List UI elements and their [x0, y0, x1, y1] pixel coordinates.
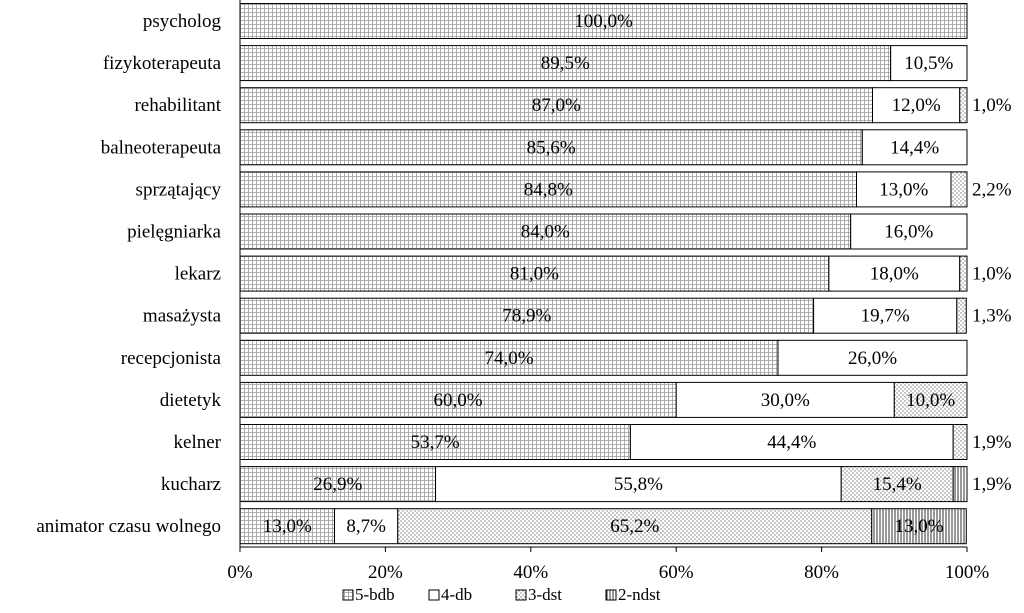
data-label: 53,7% [411, 432, 460, 453]
bars-layer [239, 3, 968, 545]
bar-segment-3-dst [840, 466, 954, 503]
legend: 5-bdb 4-db 3-dst 2-ndst [342, 585, 661, 604]
bar-segment-3-dst [397, 508, 873, 545]
x-tick-label: 0% [227, 562, 253, 583]
bar-segment-4-db [777, 339, 968, 376]
category-label: dietetyk [160, 390, 222, 411]
data-label: 89,5% [541, 53, 590, 74]
legend-label: 2-ndst [618, 585, 661, 604]
bar-segment-2-ndst [952, 466, 968, 503]
x-axis: 0% 20% 40% 60% 80% 100% [227, 0, 989, 583]
data-label: 81,0% [510, 264, 559, 285]
legend-label: 5-bdb [355, 585, 395, 604]
category-label: recepcjonista [121, 348, 222, 369]
data-label: 78,9% [502, 306, 551, 327]
bar-segment-3-dst [956, 297, 967, 334]
bar-segment-3-dst [952, 424, 968, 460]
category-label: animator czasu wolnego [36, 516, 221, 537]
legend-label: 4-db [441, 585, 472, 604]
category-label: sprzątający [136, 179, 222, 200]
data-label: 18,0% [870, 264, 919, 285]
data-label: 1,9% [972, 432, 1012, 453]
bar-segment-5-bdb [239, 424, 631, 460]
data-label: 12,0% [892, 95, 941, 116]
data-label: 1,0% [972, 264, 1012, 285]
data-label: 1,9% [972, 474, 1012, 495]
legend-swatch [342, 589, 354, 601]
category-label: pielęgniarka [127, 222, 221, 243]
bar-segment-4-db [850, 213, 968, 250]
data-label: 26,9% [313, 474, 362, 495]
data-label: 13,0% [879, 179, 928, 200]
bar-segment-4-db [890, 45, 968, 82]
data-label: 1,0% [972, 95, 1012, 116]
data-label: 16,0% [884, 222, 933, 243]
data-label: 30,0% [761, 390, 810, 411]
x-tick-label: 40% [513, 562, 548, 583]
bar-segment-5-bdb [239, 3, 968, 39]
bar-segment-3-dst [959, 87, 968, 124]
legend-swatch [428, 589, 440, 601]
data-label: 10,5% [904, 53, 953, 74]
data-label: 84,8% [524, 179, 573, 200]
category-label: kucharz [161, 474, 221, 495]
legend-label: 3-dst [528, 585, 562, 604]
x-tick-label: 80% [804, 562, 839, 583]
data-label: 85,6% [527, 137, 576, 158]
data-label: 19,7% [861, 306, 910, 327]
bar-segment-5-bdb [239, 87, 873, 124]
category-label: kelner [174, 432, 222, 453]
x-tick-label: 20% [368, 562, 403, 583]
bar-segment-3-dst [959, 255, 968, 292]
data-label: 1,3% [972, 306, 1012, 327]
bar-segment-4-db [855, 171, 952, 208]
data-label: 100,0% [574, 11, 633, 32]
category-label: fizykoterapeuta [103, 53, 222, 74]
bar-segment-5-bdb [239, 297, 815, 334]
category-label: balneoterapeuta [101, 137, 222, 158]
bar-segment-3-dst [950, 171, 968, 208]
bar-segment-5-bdb [239, 129, 863, 166]
bar-segment-5-bdb [239, 466, 437, 503]
data-label: 2,2% [972, 179, 1012, 200]
data-label: 87,0% [532, 95, 581, 116]
data-label: 8,7% [346, 516, 386, 537]
bar-segment-4-db [828, 255, 961, 292]
x-tick-label: 60% [659, 562, 694, 583]
data-label: 65,2% [610, 516, 659, 537]
data-label: 44,4% [767, 432, 816, 453]
bar-segment-4-db [861, 129, 968, 166]
data-label: 10,0% [906, 390, 955, 411]
bar-segment-4-db [871, 87, 961, 124]
bar-segment-5-bdb [239, 45, 892, 82]
bar-segment-5-bdb [239, 255, 830, 292]
data-label: 15,4% [873, 474, 922, 495]
data-label: 26,0% [848, 348, 897, 369]
legend-swatch [515, 589, 527, 601]
data-label: 84,0% [521, 222, 570, 243]
category-label: lekarz [175, 264, 221, 285]
category-label: psycholog [143, 11, 222, 32]
bar-segment-2-ndst [871, 508, 967, 545]
category-label: masażysta [143, 306, 222, 327]
data-labels: 100,0% 89,5% 10,5% 87,0% 12,0% 1,0% 85,6% 14,4%… [263, 11, 1012, 537]
bar-segment-3-dst [893, 381, 968, 418]
data-label: 13,0% [263, 516, 312, 537]
bar-segment-5-bdb [239, 213, 852, 250]
bar-segment-4-db [629, 424, 954, 460]
data-label: 55,8% [614, 474, 663, 495]
data-label: 13,0% [894, 516, 943, 537]
category-label: rehabilitant [134, 95, 221, 116]
data-label: 14,4% [890, 137, 939, 158]
data-label: 74,0% [484, 348, 533, 369]
legend-swatch [605, 589, 617, 601]
category-labels: psycholog fizykoterapeuta rehabilitant baln… [36, 11, 221, 537]
bar-segment-4-db [334, 508, 399, 545]
x-tick-label: 100% [945, 562, 990, 583]
data-label: 60,0% [434, 390, 483, 411]
bar-segment-4-db [675, 381, 895, 418]
